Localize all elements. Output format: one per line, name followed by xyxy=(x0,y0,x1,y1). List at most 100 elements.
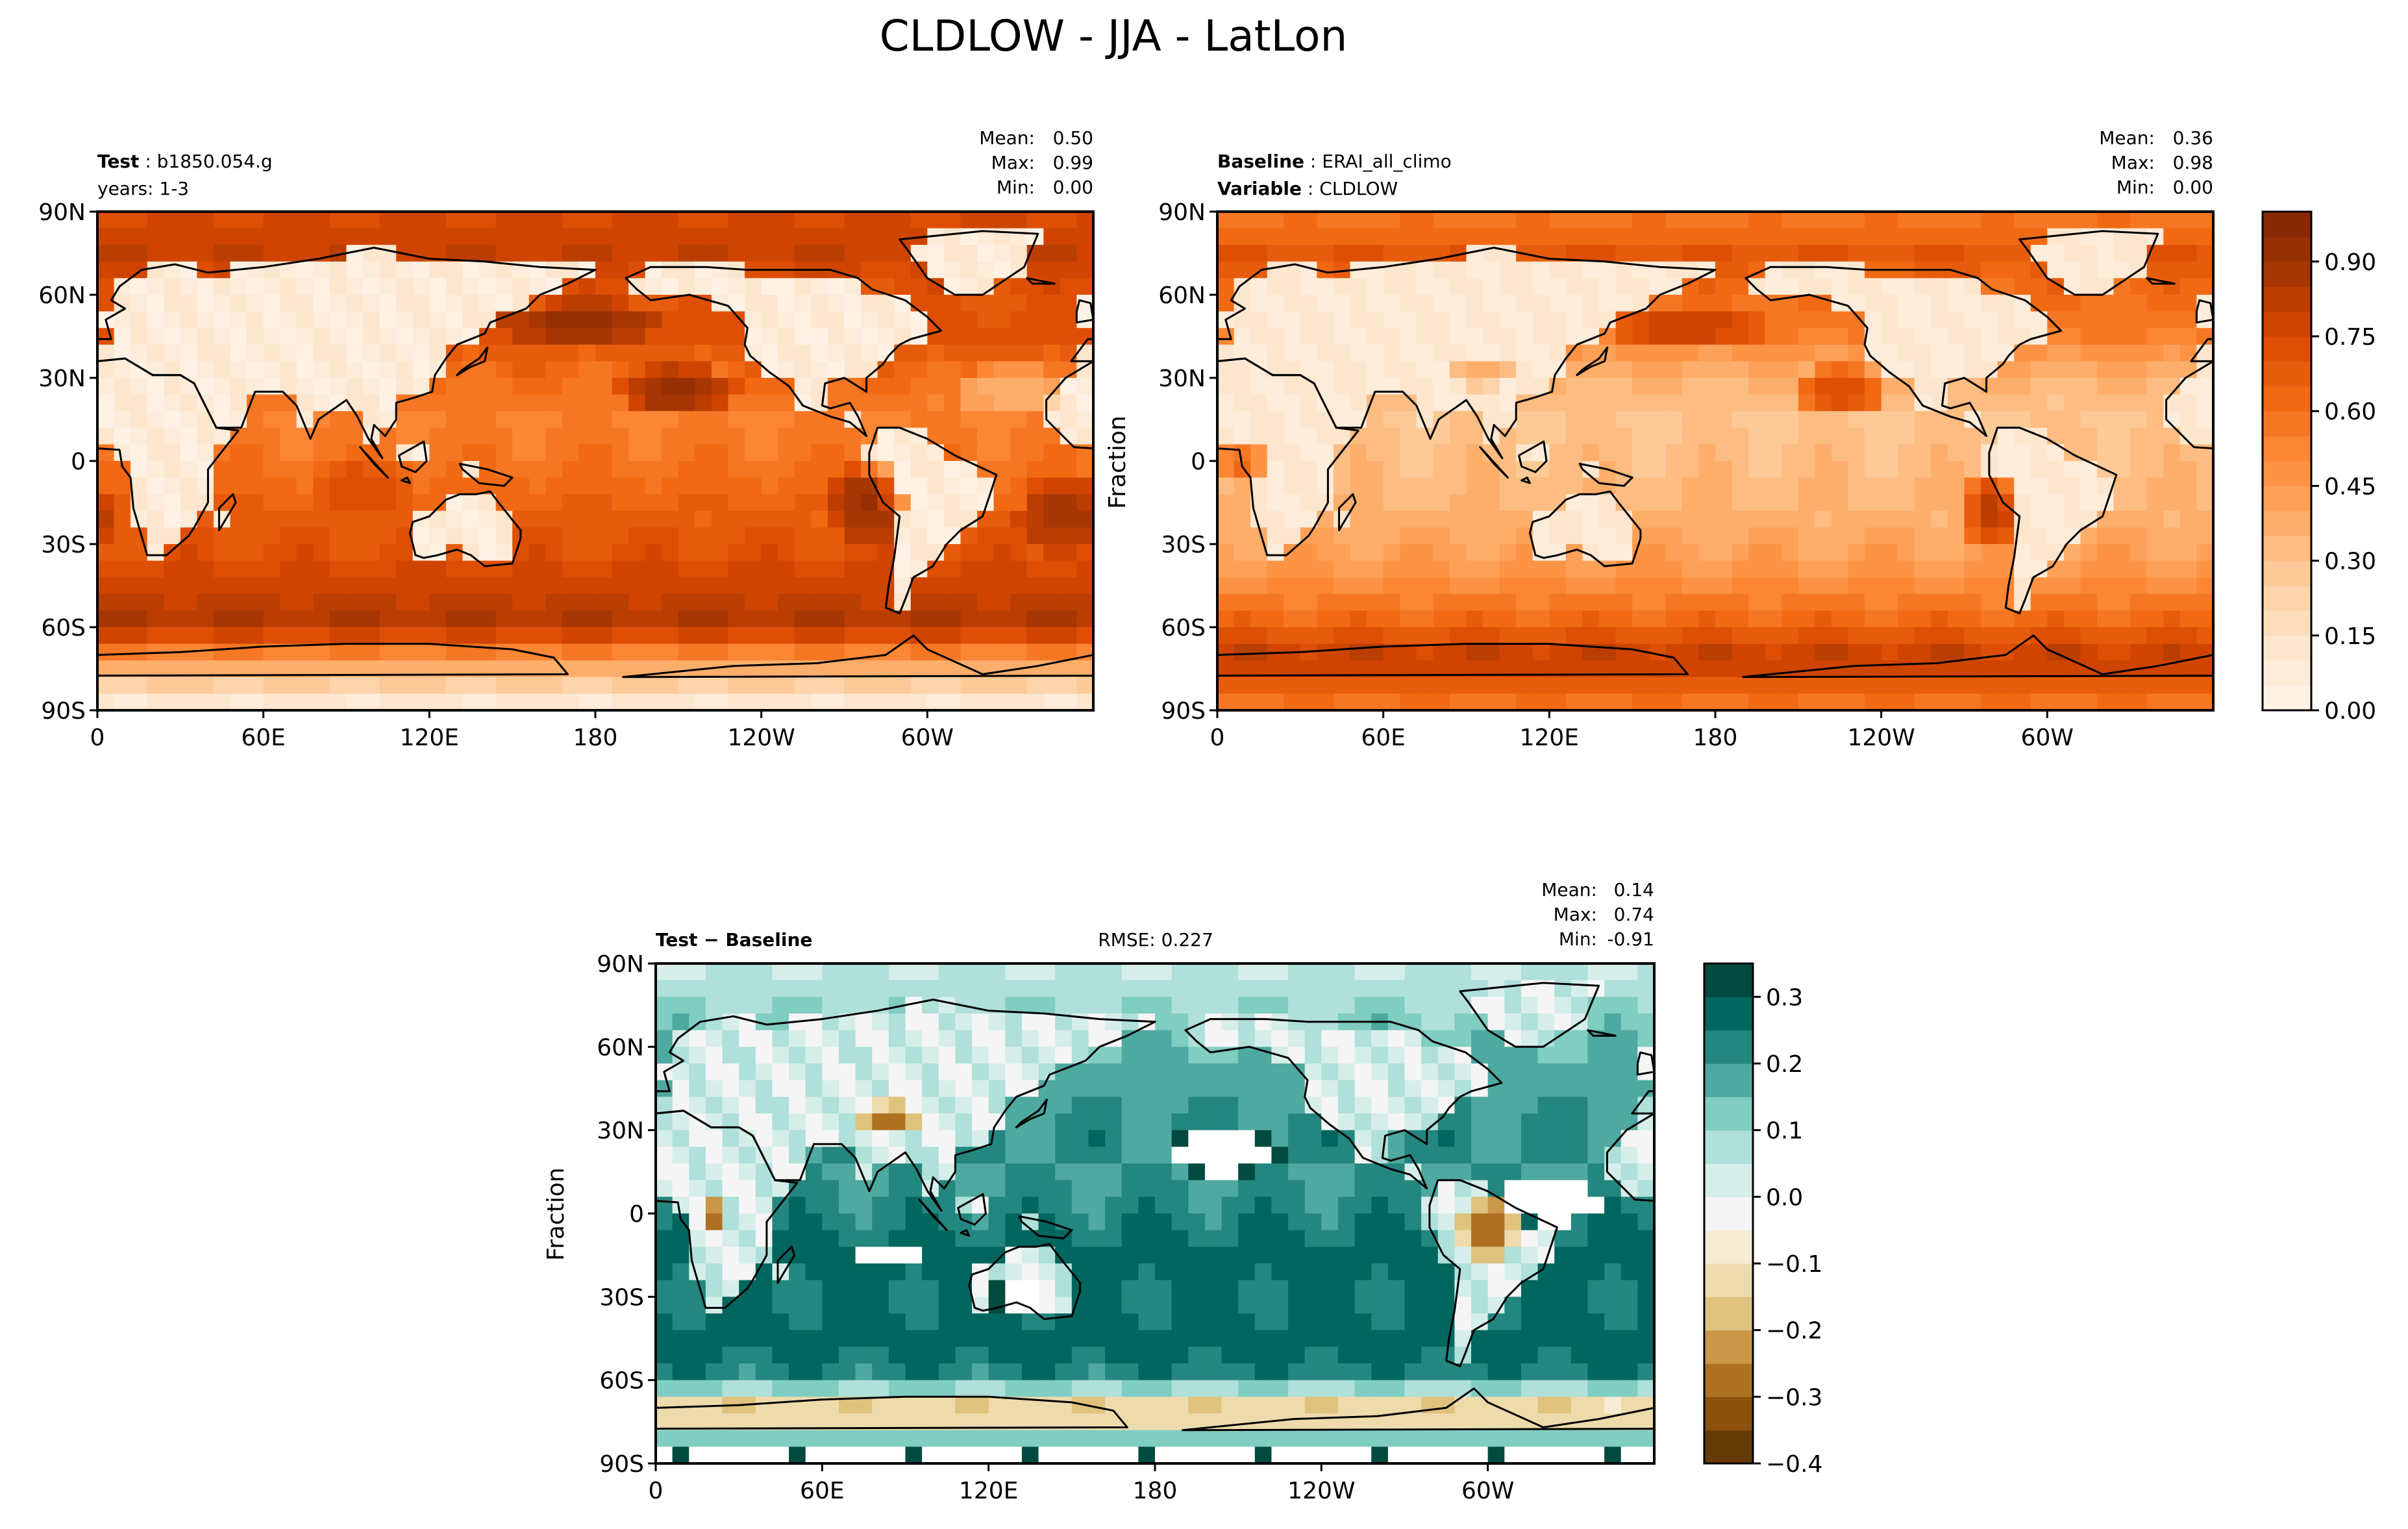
heatmap-cell xyxy=(1815,228,1832,245)
heatmap-cell xyxy=(722,1030,739,1047)
heatmap-cell xyxy=(811,627,828,645)
test-label-name: Test xyxy=(97,151,139,172)
heatmap-cell xyxy=(1221,1180,1239,1197)
heatmap-cell xyxy=(1400,560,1417,578)
heatmap-cell xyxy=(943,311,962,329)
heatmap-cell xyxy=(689,1163,706,1181)
heatmap-cell xyxy=(2030,477,2048,495)
heatmap-cell xyxy=(977,510,995,528)
heatmap-cell xyxy=(2047,593,2065,611)
heatmap-cell xyxy=(595,378,613,395)
heatmap-cell xyxy=(1350,394,1367,412)
heatmap-cell xyxy=(412,261,430,279)
heatmap-cell xyxy=(739,1047,756,1064)
heatmap-cell xyxy=(1333,361,1351,379)
heatmap-cell xyxy=(1416,295,1434,312)
y-tick-label: 60S xyxy=(1161,615,1206,641)
heatmap-cell xyxy=(905,1230,923,1247)
heatmap-cell xyxy=(1284,378,1301,395)
heatmap-cell xyxy=(938,1080,956,1097)
heatmap-cell xyxy=(1333,228,1351,245)
heatmap-cell xyxy=(1815,311,1832,329)
heatmap-cell xyxy=(1532,593,1550,611)
heatmap-cell xyxy=(213,328,231,345)
heatmap-cell xyxy=(910,693,928,710)
heatmap-cell xyxy=(662,245,679,262)
heatmap-cell xyxy=(1748,245,1766,262)
heatmap-cell xyxy=(2030,527,2048,545)
heatmap-cell xyxy=(1234,643,1251,661)
heatmap-cell xyxy=(1504,1113,1522,1131)
heatmap-cell xyxy=(1931,693,1948,710)
heatmap-cell xyxy=(1947,212,1965,229)
heatmap-cell xyxy=(130,228,148,245)
heatmap-cell xyxy=(1487,1280,1505,1297)
heatmap-cell xyxy=(296,295,314,312)
heatmap-cell xyxy=(512,228,530,245)
heatmap-cell xyxy=(1471,1063,1489,1081)
heatmap-cell xyxy=(1317,212,1334,229)
heatmap-cell xyxy=(1698,328,1716,345)
heatmap-cell xyxy=(1570,980,1589,997)
heatmap-cell xyxy=(1570,1097,1589,1114)
heatmap-cell xyxy=(495,427,513,445)
heatmap-cell xyxy=(1516,677,1533,694)
heatmap-cell xyxy=(745,610,762,628)
heatmap-cell xyxy=(1504,1013,1522,1031)
heatmap-cell xyxy=(1665,444,1683,462)
heatmap-cell xyxy=(689,1230,706,1247)
heatmap-cell xyxy=(1781,593,1799,611)
heatmap-cell xyxy=(1367,344,1384,362)
heatmap-cell xyxy=(905,1047,923,1064)
heatmap-cell xyxy=(1914,295,1931,312)
heatmap-cell xyxy=(263,344,280,362)
heatmap-cell xyxy=(462,411,480,429)
heatmap-cell xyxy=(728,577,745,595)
heatmap-cell xyxy=(1748,378,1766,395)
heatmap-cell xyxy=(1865,610,1882,628)
heatmap-cell xyxy=(1221,1013,1239,1031)
heatmap-cell xyxy=(1371,1247,1389,1264)
heatmap-cell xyxy=(822,1247,839,1264)
heatmap-cell xyxy=(346,328,364,345)
heatmap-cell xyxy=(412,228,430,245)
heatmap-cell xyxy=(1304,1030,1322,1047)
heatmap-cell xyxy=(1038,1080,1056,1097)
heatmap-cell xyxy=(1333,461,1351,479)
heatmap-cell xyxy=(1400,627,1417,645)
x-tick-label: 60E xyxy=(241,725,286,751)
heatmap-cell xyxy=(429,328,447,345)
heatmap-cell xyxy=(1565,677,1583,694)
heatmap-cell xyxy=(1748,344,1766,362)
heatmap-cell xyxy=(1055,1180,1073,1197)
heatmap-cell xyxy=(711,394,729,412)
heatmap-cell xyxy=(1350,278,1367,295)
heatmap-cell xyxy=(445,228,464,245)
heatmap-cell xyxy=(313,510,330,528)
heatmap-cell xyxy=(1217,593,1235,611)
heatmap-cell xyxy=(1748,677,1766,694)
heatmap-cell xyxy=(1997,378,2015,395)
heatmap-cell xyxy=(2196,427,2213,445)
heatmap-cell xyxy=(1599,677,1617,694)
heatmap-cell xyxy=(678,677,695,694)
heatmap-cell xyxy=(280,494,297,512)
heatmap-cell xyxy=(1565,527,1583,545)
heatmap-cell xyxy=(1421,1147,1439,1164)
heatmap-cell xyxy=(1350,361,1367,379)
heatmap-cell xyxy=(1981,660,1998,678)
heatmap-cell xyxy=(861,328,878,345)
heatmap-cell xyxy=(628,627,646,645)
heatmap-cell xyxy=(1914,461,1931,479)
heatmap-cell xyxy=(695,411,712,429)
heatmap-cell xyxy=(1516,344,1533,362)
heatmap-cell xyxy=(1238,1030,1256,1047)
heatmap-cell xyxy=(379,212,397,229)
heatmap-cell xyxy=(1333,677,1351,694)
heatmap-cell xyxy=(1698,544,1716,562)
heatmap-cell xyxy=(2163,477,2181,495)
heatmap-cell xyxy=(977,593,995,611)
heatmap-cell xyxy=(412,311,430,329)
heatmap-cell xyxy=(722,1080,739,1097)
heatmap-cell xyxy=(1632,610,1650,628)
